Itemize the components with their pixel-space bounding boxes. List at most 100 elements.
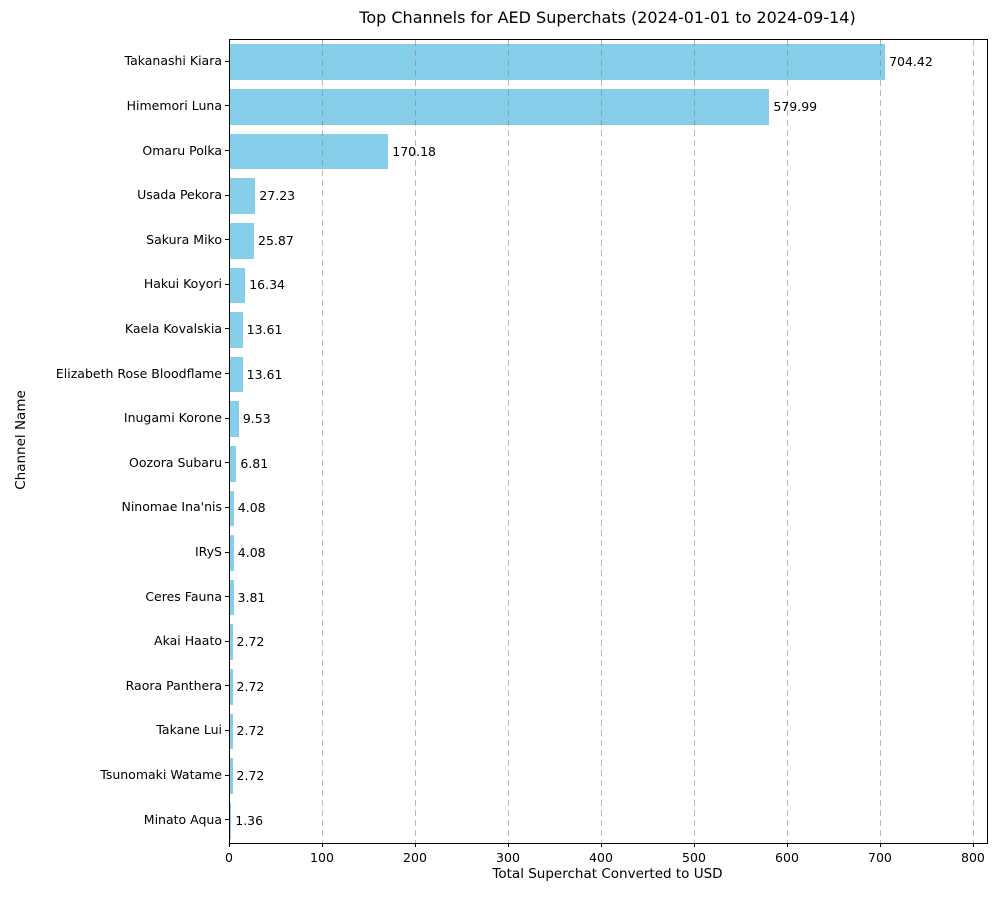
y-tick-mark [225,283,229,285]
bar-value-label: 2.72 [236,723,265,739]
bar-value-label: 1.36 [235,812,264,828]
y-tick-mark [225,685,229,687]
y-tick-mark [225,373,229,375]
bar-usada-pekora [230,178,256,214]
x-tick-label: 0 [225,850,233,865]
x-tick-mark [229,843,230,847]
bar-elizabeth-rose-bloodflame [230,356,243,393]
y-tick-label: Takane Lui [156,722,222,738]
chart-title: Top Channels for AED Superchats (2024-01… [359,8,856,27]
y-axis-label: Channel Name [13,390,29,490]
bar-ninomae-ina-nis [230,490,234,527]
y-tick-label: Elizabeth Rose Bloodflame [55,365,222,381]
y-tick-mark [225,60,229,62]
bar-value-label: 13.61 [246,366,283,382]
x-tick-label: 500 [682,850,706,865]
y-tick-mark [225,506,229,508]
x-tick-label: 400 [589,850,613,865]
y-tick-label: Minato Aqua [143,811,222,827]
bar-kaela-kovalskia [230,312,243,348]
y-tick-mark [225,239,229,241]
y-tick-label: Hakui Koyori [143,276,222,292]
y-tick-label: Kaela Kovalskia [124,320,222,336]
y-tick-mark [225,417,229,419]
bar-value-label: 13.61 [246,321,283,337]
y-tick-label: Himemori Luna [126,97,222,113]
bar-akai-haato [230,624,233,661]
bar-value-label: 4.08 [237,545,266,561]
y-tick-mark [225,551,229,553]
y-tick-mark [225,819,229,821]
bar-sakura-miko [230,222,255,259]
y-tick-label: Oozora Subaru [129,454,222,470]
bar-raora-panthera [230,669,233,705]
x-tick-label: 300 [496,850,520,865]
y-tick-label: Takanashi Kiara [124,53,223,69]
y-tick-label: Ceres Fauna [145,588,222,604]
gridline-x-400 [601,40,603,843]
gridline-x-500 [694,40,696,843]
y-tick-label: Raora Panthera [125,677,222,693]
y-tick-label: IRyS [194,544,222,560]
bar-irys [230,535,234,571]
x-tick-mark [786,843,788,847]
x-tick-label: 600 [775,850,799,865]
x-axis-label: Total Superchat Converted to USD [492,866,723,882]
x-tick-label: 800 [961,850,985,865]
gridline-x-300 [508,40,510,843]
bar-value-label: 6.81 [240,455,269,471]
bar-value-label: 16.34 [249,277,285,293]
gridline-x-800 [973,40,975,843]
bar-value-label: 2.72 [236,678,265,694]
y-tick-mark [225,729,229,731]
y-tick-label: Tsunomaki Watame [100,767,222,783]
bar-value-label: 4.08 [237,500,266,516]
gridline-x-600 [787,40,789,843]
bar-takane-lui [230,713,233,750]
y-tick-mark [225,105,229,107]
x-tick-label: 200 [403,850,427,865]
bar-oozora-subaru [230,445,237,482]
x-tick-mark [879,843,881,847]
y-tick-label: Akai Haato [154,633,222,649]
bar-ceres-fauna [230,579,234,616]
y-tick-label: Sakura Miko [146,231,222,247]
bar-takanashi-kiara [230,44,886,81]
y-tick-mark [225,462,229,464]
x-tick-mark [414,843,416,847]
x-tick-mark [693,843,695,847]
x-tick-mark [321,843,323,847]
x-tick-mark [507,843,509,847]
bar-value-label: 9.53 [242,411,271,427]
bar-value-label: 704.42 [889,54,933,70]
gridline-x-700 [880,40,882,843]
bar-value-label: 2.72 [236,634,265,650]
y-tick-label: Ninomae Ina'nis [121,499,222,515]
bar-minato-aqua [230,802,232,839]
y-tick-label: Usada Pekora [137,187,222,203]
x-tick-mark [972,843,974,847]
y-tick-mark [225,640,229,642]
y-tick-mark [225,596,229,598]
bar-himemori-luna [230,89,770,125]
y-tick-mark [225,328,229,330]
x-tick-label: 100 [310,850,334,865]
bar-omaru-polka [230,133,389,170]
y-tick-label: Omaru Polka [142,142,222,158]
x-tick-mark [600,843,602,847]
bar-value-label: 170.18 [392,143,436,159]
bar-value-label: 25.87 [258,232,294,248]
bar-value-label: 27.23 [259,188,296,204]
y-tick-mark [225,774,229,776]
gridline-x-100 [322,40,324,843]
bar-value-label: 3.81 [237,589,266,605]
y-tick-label: Inugami Korone [123,410,222,426]
y-tick-mark [225,150,229,152]
bar-tsunomaki-watame [230,758,233,794]
bar-hakui-koyori [230,267,246,304]
bar-inugami-korone [230,401,239,438]
plot-area: 704.42 579.99 170.18 27.23 25.87 16.34 13.61 13… [229,39,988,844]
bar-value-label: 2.72 [236,768,265,784]
bar-value-label: 579.99 [773,98,818,114]
